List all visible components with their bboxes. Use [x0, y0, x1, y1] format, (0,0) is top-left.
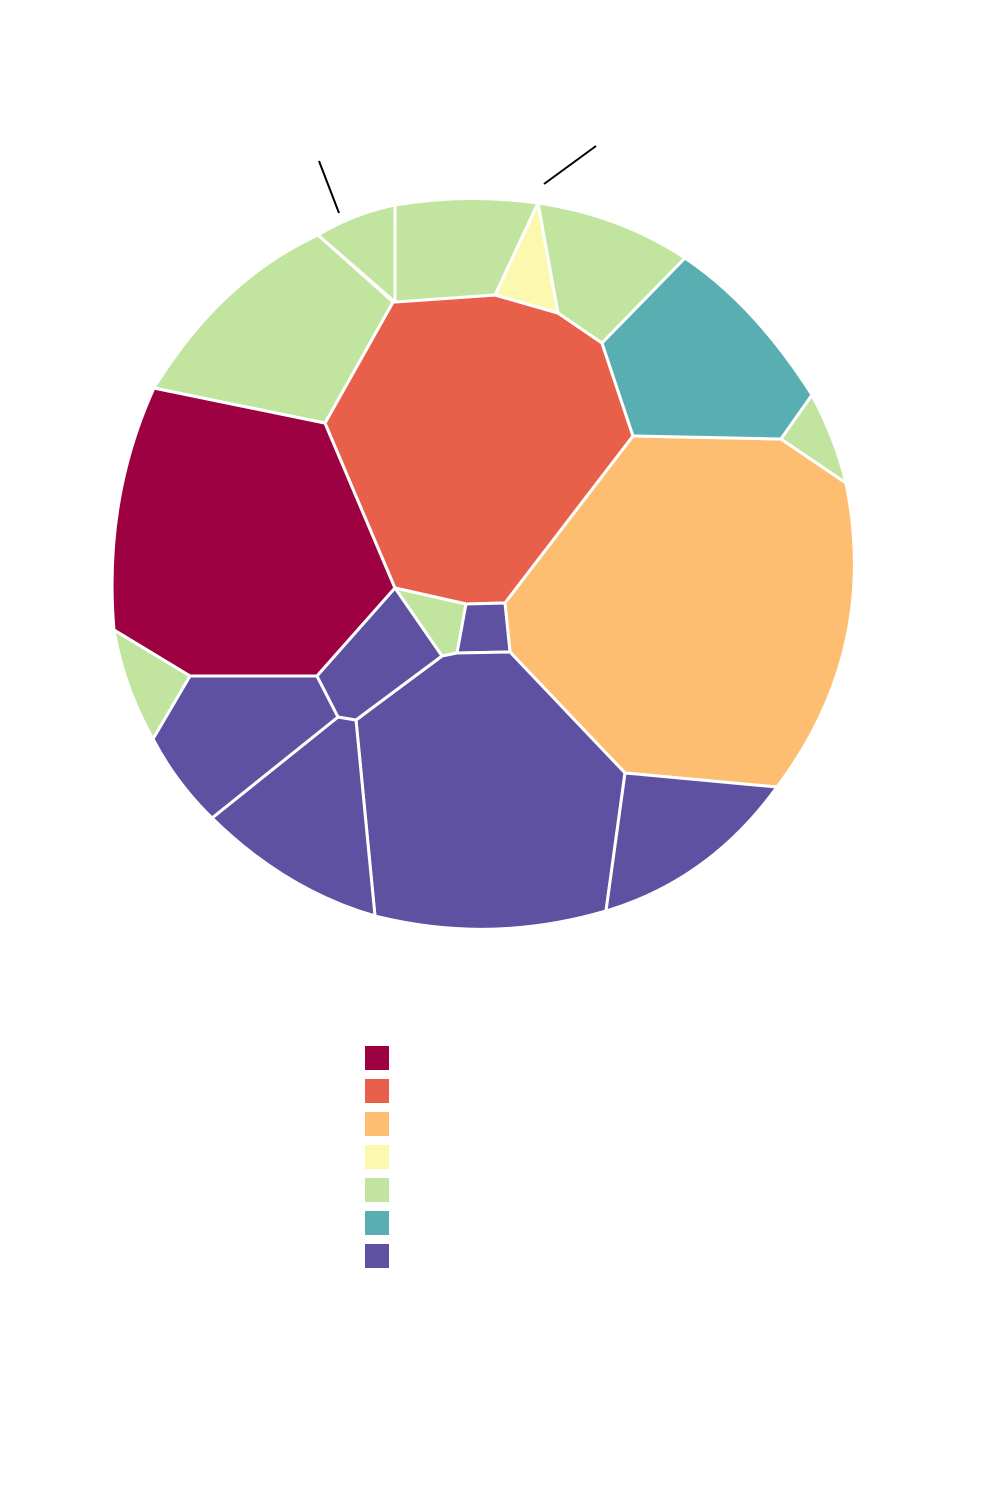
cells-group: [110, 196, 856, 931]
cell-15: [604, 771, 779, 913]
cell-13: [455, 601, 512, 655]
leader-line-1: [318, 160, 340, 214]
cell-10: [779, 393, 848, 485]
legend-swatch-2: [365, 1079, 389, 1103]
cell-16: [210, 715, 377, 918]
legend-swatch-4: [365, 1145, 389, 1169]
leader-line-2: [543, 145, 597, 185]
legend-swatch-3: [365, 1112, 389, 1136]
legend: [365, 1046, 389, 1268]
cell-18: [315, 586, 444, 722]
legend-swatch-1: [365, 1046, 389, 1070]
legend-swatch-7: [365, 1244, 389, 1268]
leader-lines-group: [318, 145, 597, 214]
legend-swatch-6: [365, 1211, 389, 1235]
legend-swatch-5: [365, 1178, 389, 1202]
